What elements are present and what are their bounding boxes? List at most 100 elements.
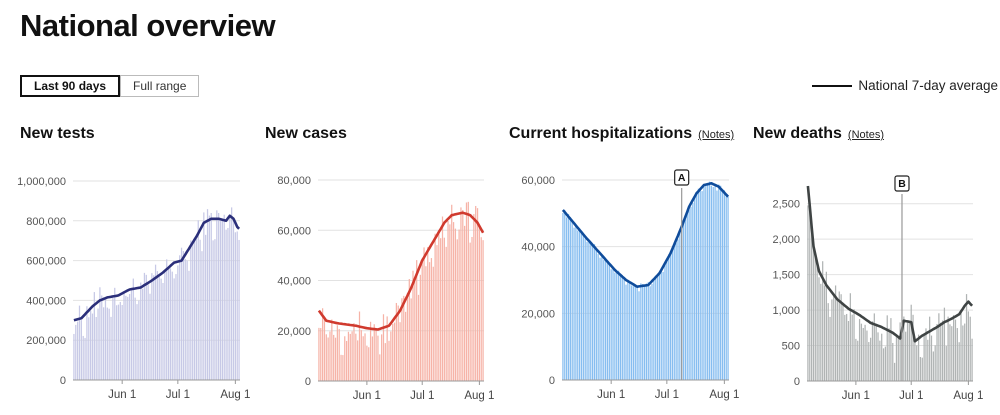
daily-bar — [721, 191, 724, 380]
daily-bar — [358, 311, 361, 381]
daily-bar — [969, 316, 971, 381]
daily-bar — [566, 217, 568, 380]
daily-bar — [145, 274, 147, 380]
daily-bar — [847, 321, 850, 381]
daily-bar — [886, 315, 888, 381]
daily-bar — [962, 325, 964, 381]
daily-bar — [128, 294, 131, 380]
daily-bar — [951, 326, 953, 381]
daily-bar — [130, 287, 133, 380]
daily-bar — [807, 205, 809, 381]
daily-bar — [475, 205, 477, 381]
deaths-notes-link[interactable]: (Notes) — [847, 129, 884, 141]
daily-bar — [895, 336, 898, 381]
daily-bar — [627, 279, 629, 380]
daily-bar — [379, 354, 381, 381]
daily-bar — [436, 245, 438, 381]
daily-bar — [177, 265, 179, 380]
daily-bar — [941, 320, 944, 381]
daily-bar — [864, 324, 866, 381]
daily-bar — [597, 253, 599, 380]
daily-bar — [707, 184, 709, 380]
daily-bar — [351, 331, 353, 381]
daily-bar — [454, 228, 457, 381]
daily-bar — [908, 320, 910, 381]
y-tick-label: 20,000 — [521, 308, 555, 320]
daily-bar — [870, 337, 872, 381]
daily-bar — [321, 308, 324, 381]
y-tick-label: 0 — [60, 375, 66, 387]
panel-title-text: Current hospitalizations — [509, 125, 693, 142]
daily-bar — [193, 237, 196, 380]
daily-bar — [914, 339, 916, 381]
daily-bar — [584, 238, 586, 380]
hospitalizations-notes-link[interactable]: (Notes) — [698, 129, 735, 141]
daily-bar — [653, 280, 655, 380]
y-tick-label: 0 — [794, 376, 800, 388]
daily-bar — [888, 328, 890, 381]
x-tick-label: Jun 1 — [597, 389, 625, 401]
daily-bar — [923, 333, 925, 381]
daily-bar — [214, 239, 216, 380]
daily-bar — [892, 342, 894, 381]
daily-bar — [197, 220, 199, 380]
daily-bar — [638, 291, 640, 380]
panel-title-new-cases: New cases — [265, 125, 347, 143]
y-tick-label: 20,000 — [277, 326, 311, 338]
daily-bar — [695, 192, 698, 380]
daily-bar — [921, 357, 923, 381]
daily-bar — [167, 266, 170, 380]
daily-bar — [903, 316, 905, 381]
daily-bar — [925, 328, 927, 381]
y-tick-label: 0 — [305, 376, 311, 388]
daily-bar — [965, 294, 968, 381]
daily-bar — [593, 244, 596, 380]
daily-bar — [836, 299, 839, 381]
daily-bar — [451, 204, 453, 381]
full-range-button[interactable]: Full range — [120, 75, 200, 97]
daily-bar — [614, 272, 616, 380]
daily-bar — [395, 302, 398, 381]
seven-day-average-line — [561, 182, 730, 288]
y-tick-label: 1,000,000 — [17, 176, 66, 188]
y-tick-label: 60,000 — [521, 175, 555, 187]
daily-bar — [95, 317, 97, 380]
daily-bar — [381, 334, 383, 381]
x-tick-label: Aug 1 — [953, 390, 983, 402]
daily-bar — [947, 316, 949, 381]
daily-bar — [231, 207, 233, 380]
daily-bar — [846, 313, 848, 381]
daily-bar — [929, 316, 931, 381]
daily-bar — [953, 315, 955, 381]
daily-bar — [195, 238, 198, 380]
daily-bar — [645, 283, 648, 380]
daily-bar — [368, 347, 370, 381]
daily-bar — [236, 231, 238, 380]
daily-bar — [77, 321, 79, 380]
last-90-days-button[interactable]: Last 90 days — [20, 75, 121, 97]
daily-bar — [603, 260, 605, 380]
daily-bar — [421, 258, 423, 381]
daily-bar — [686, 211, 688, 380]
daily-bar — [697, 188, 700, 380]
daily-bar — [606, 262, 609, 380]
daily-bar — [190, 240, 192, 380]
daily-bar — [834, 285, 837, 381]
daily-bar — [642, 284, 644, 380]
daily-bar — [143, 272, 146, 380]
daily-bar — [634, 284, 636, 380]
daily-bar — [443, 237, 445, 381]
daily-bar — [182, 251, 185, 380]
daily-bar — [851, 314, 853, 381]
daily-bar — [154, 264, 157, 380]
daily-bar — [705, 184, 707, 380]
daily-bar — [855, 338, 857, 381]
daily-bar — [809, 202, 811, 381]
daily-bar — [476, 208, 479, 381]
daily-bar — [119, 301, 121, 380]
daily-bar — [110, 316, 112, 380]
daily-bar — [964, 323, 966, 381]
daily-bar — [875, 323, 877, 381]
